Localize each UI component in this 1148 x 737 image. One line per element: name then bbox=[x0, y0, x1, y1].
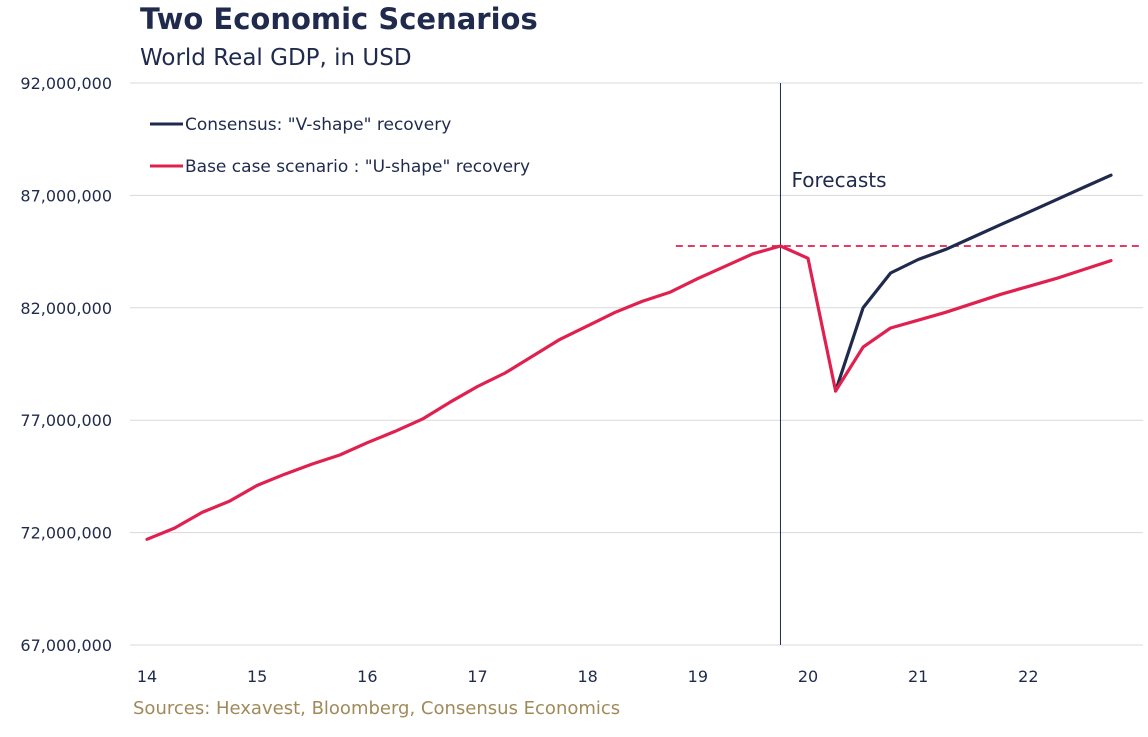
series-line-consensus bbox=[833, 173, 1113, 393]
x-axis-ticks: 14 15 16 17 18 19 20 21 22 bbox=[137, 667, 1039, 686]
series-lines bbox=[145, 173, 1113, 541]
legend-label-consensus: Consensus: "V-shape" recovery bbox=[185, 115, 451, 135]
chart-title: Two Economic Scenarios bbox=[140, 2, 538, 36]
source-note: Sources: Hexavest, Bloomberg, Consensus … bbox=[133, 698, 621, 719]
series-line-base-case bbox=[145, 244, 1113, 541]
y-tick-label: 67,000,000 bbox=[20, 636, 112, 655]
x-tick-label: 18 bbox=[577, 667, 597, 686]
y-axis-ticks: 92,000,000 87,000,000 82,000,000 77,000,000… bbox=[20, 74, 112, 655]
y-tick-label: 72,000,000 bbox=[20, 524, 112, 543]
legend-label-base-case: Base case scenario : "U-shape" recovery bbox=[185, 157, 530, 177]
forecasts-annotation: Forecasts bbox=[791, 168, 886, 192]
chart-subtitle: World Real GDP, in USD bbox=[140, 45, 412, 71]
y-tick-label: 82,000,000 bbox=[20, 299, 112, 318]
legend: Consensus: "V-shape" recovery Base case … bbox=[150, 115, 530, 177]
x-tick-label: 17 bbox=[467, 667, 487, 686]
x-tick-label: 20 bbox=[798, 667, 818, 686]
y-tick-label: 92,000,000 bbox=[20, 74, 112, 93]
x-tick-label: 21 bbox=[908, 667, 928, 686]
grid-lines bbox=[130, 82, 1143, 646]
x-tick-label: 16 bbox=[357, 667, 377, 686]
x-tick-label: 14 bbox=[137, 667, 157, 686]
x-tick-label: 15 bbox=[247, 667, 267, 686]
y-tick-label: 87,000,000 bbox=[20, 186, 112, 205]
y-tick-label: 77,000,000 bbox=[20, 411, 112, 430]
x-tick-label: 19 bbox=[688, 667, 708, 686]
x-tick-label: 22 bbox=[1018, 667, 1038, 686]
